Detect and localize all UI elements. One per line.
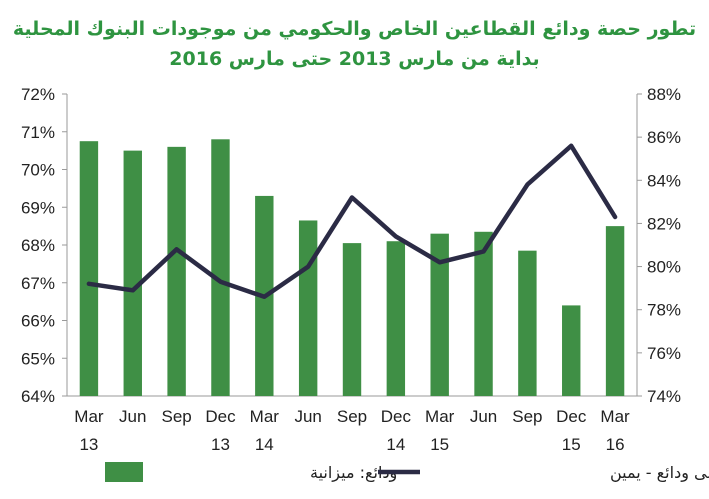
- bar: [562, 305, 581, 396]
- left-axis-tick-label: 66%: [21, 312, 55, 331]
- x-axis-tick-label: 14: [386, 435, 405, 454]
- x-axis-tick-label: Sep: [337, 407, 367, 426]
- bar: [123, 150, 142, 396]
- bar: [430, 233, 449, 396]
- x-axis-tick-label: Dec: [381, 407, 412, 426]
- left-axis-tick-label: 71%: [21, 123, 55, 142]
- bar: [605, 226, 625, 396]
- left-axis-tick-label: 68%: [21, 236, 55, 255]
- x-axis-tick-label: Sep: [512, 407, 542, 426]
- legend-label-bars: ودائع: ميزانية: [310, 463, 397, 483]
- x-axis-tick-label: 15: [430, 435, 449, 454]
- x-axis-tick-label: Dec: [205, 407, 236, 426]
- x-axis-tick-label: 14: [255, 435, 274, 454]
- x-axis-tick-label: Sep: [161, 407, 191, 426]
- x-axis-tick-label: 13: [79, 435, 98, 454]
- chart-title-line-1: تطور حصة ودائع القطاعين الخاص والحكومي م…: [12, 18, 697, 40]
- bar: [518, 250, 537, 396]
- x-axis-tick-label: Dec: [556, 407, 587, 426]
- right-axis-tick-label: 88%: [647, 85, 681, 104]
- right-axis-tick-label: 78%: [647, 301, 681, 320]
- bar: [386, 241, 406, 396]
- x-axis-tick-label: Mar: [425, 407, 455, 426]
- x-axis-tick-label: Mar: [250, 407, 280, 426]
- left-axis-tick-label: 67%: [21, 274, 55, 293]
- left-axis-tick-label: 69%: [21, 198, 55, 217]
- right-axis-tick-label: 74%: [647, 387, 681, 406]
- right-axis-tick-label: 76%: [647, 344, 681, 363]
- left-axis-tick-label: 70%: [21, 161, 55, 180]
- left-axis-tick-label: 72%: [21, 85, 55, 104]
- x-axis-tick-label: 13: [211, 435, 230, 454]
- line-series: [86, 143, 618, 300]
- x-axis-tick-label: Jun: [294, 407, 321, 426]
- x-axis-tick-label: Mar: [600, 407, 630, 426]
- right-axis-tick-label: 80%: [647, 258, 681, 277]
- bar: [298, 220, 318, 396]
- x-axis-tick-label: 16: [606, 435, 625, 454]
- right-axis-tick-label: 86%: [647, 128, 681, 147]
- chart-title: تطور حصة ودائع القطاعين الخاص والحكومي م…: [0, 14, 709, 74]
- left-axis-tick-label: 64%: [21, 387, 55, 406]
- left-axis-tick-label: 65%: [21, 349, 55, 368]
- chart-title-line-2: بداية من مارس 2013 حتى مارس 2016: [169, 48, 540, 70]
- bar: [474, 231, 493, 396]
- bar: [167, 146, 186, 396]
- bar: [342, 243, 362, 396]
- legend-label-line: ائتمان إلى ودائع - يمين: [610, 463, 709, 483]
- bar: [79, 141, 99, 396]
- right-axis-tick-label: 82%: [647, 214, 681, 233]
- bar: [211, 139, 230, 397]
- legend-swatch-bars: [105, 462, 143, 482]
- right-axis-tick-label: 84%: [647, 171, 681, 190]
- x-axis-tick-label: Jun: [119, 407, 146, 426]
- x-axis-tick-label: Jun: [470, 407, 497, 426]
- x-axis-tick-label: Mar: [74, 407, 104, 426]
- x-axis-tick-label: 15: [562, 435, 581, 454]
